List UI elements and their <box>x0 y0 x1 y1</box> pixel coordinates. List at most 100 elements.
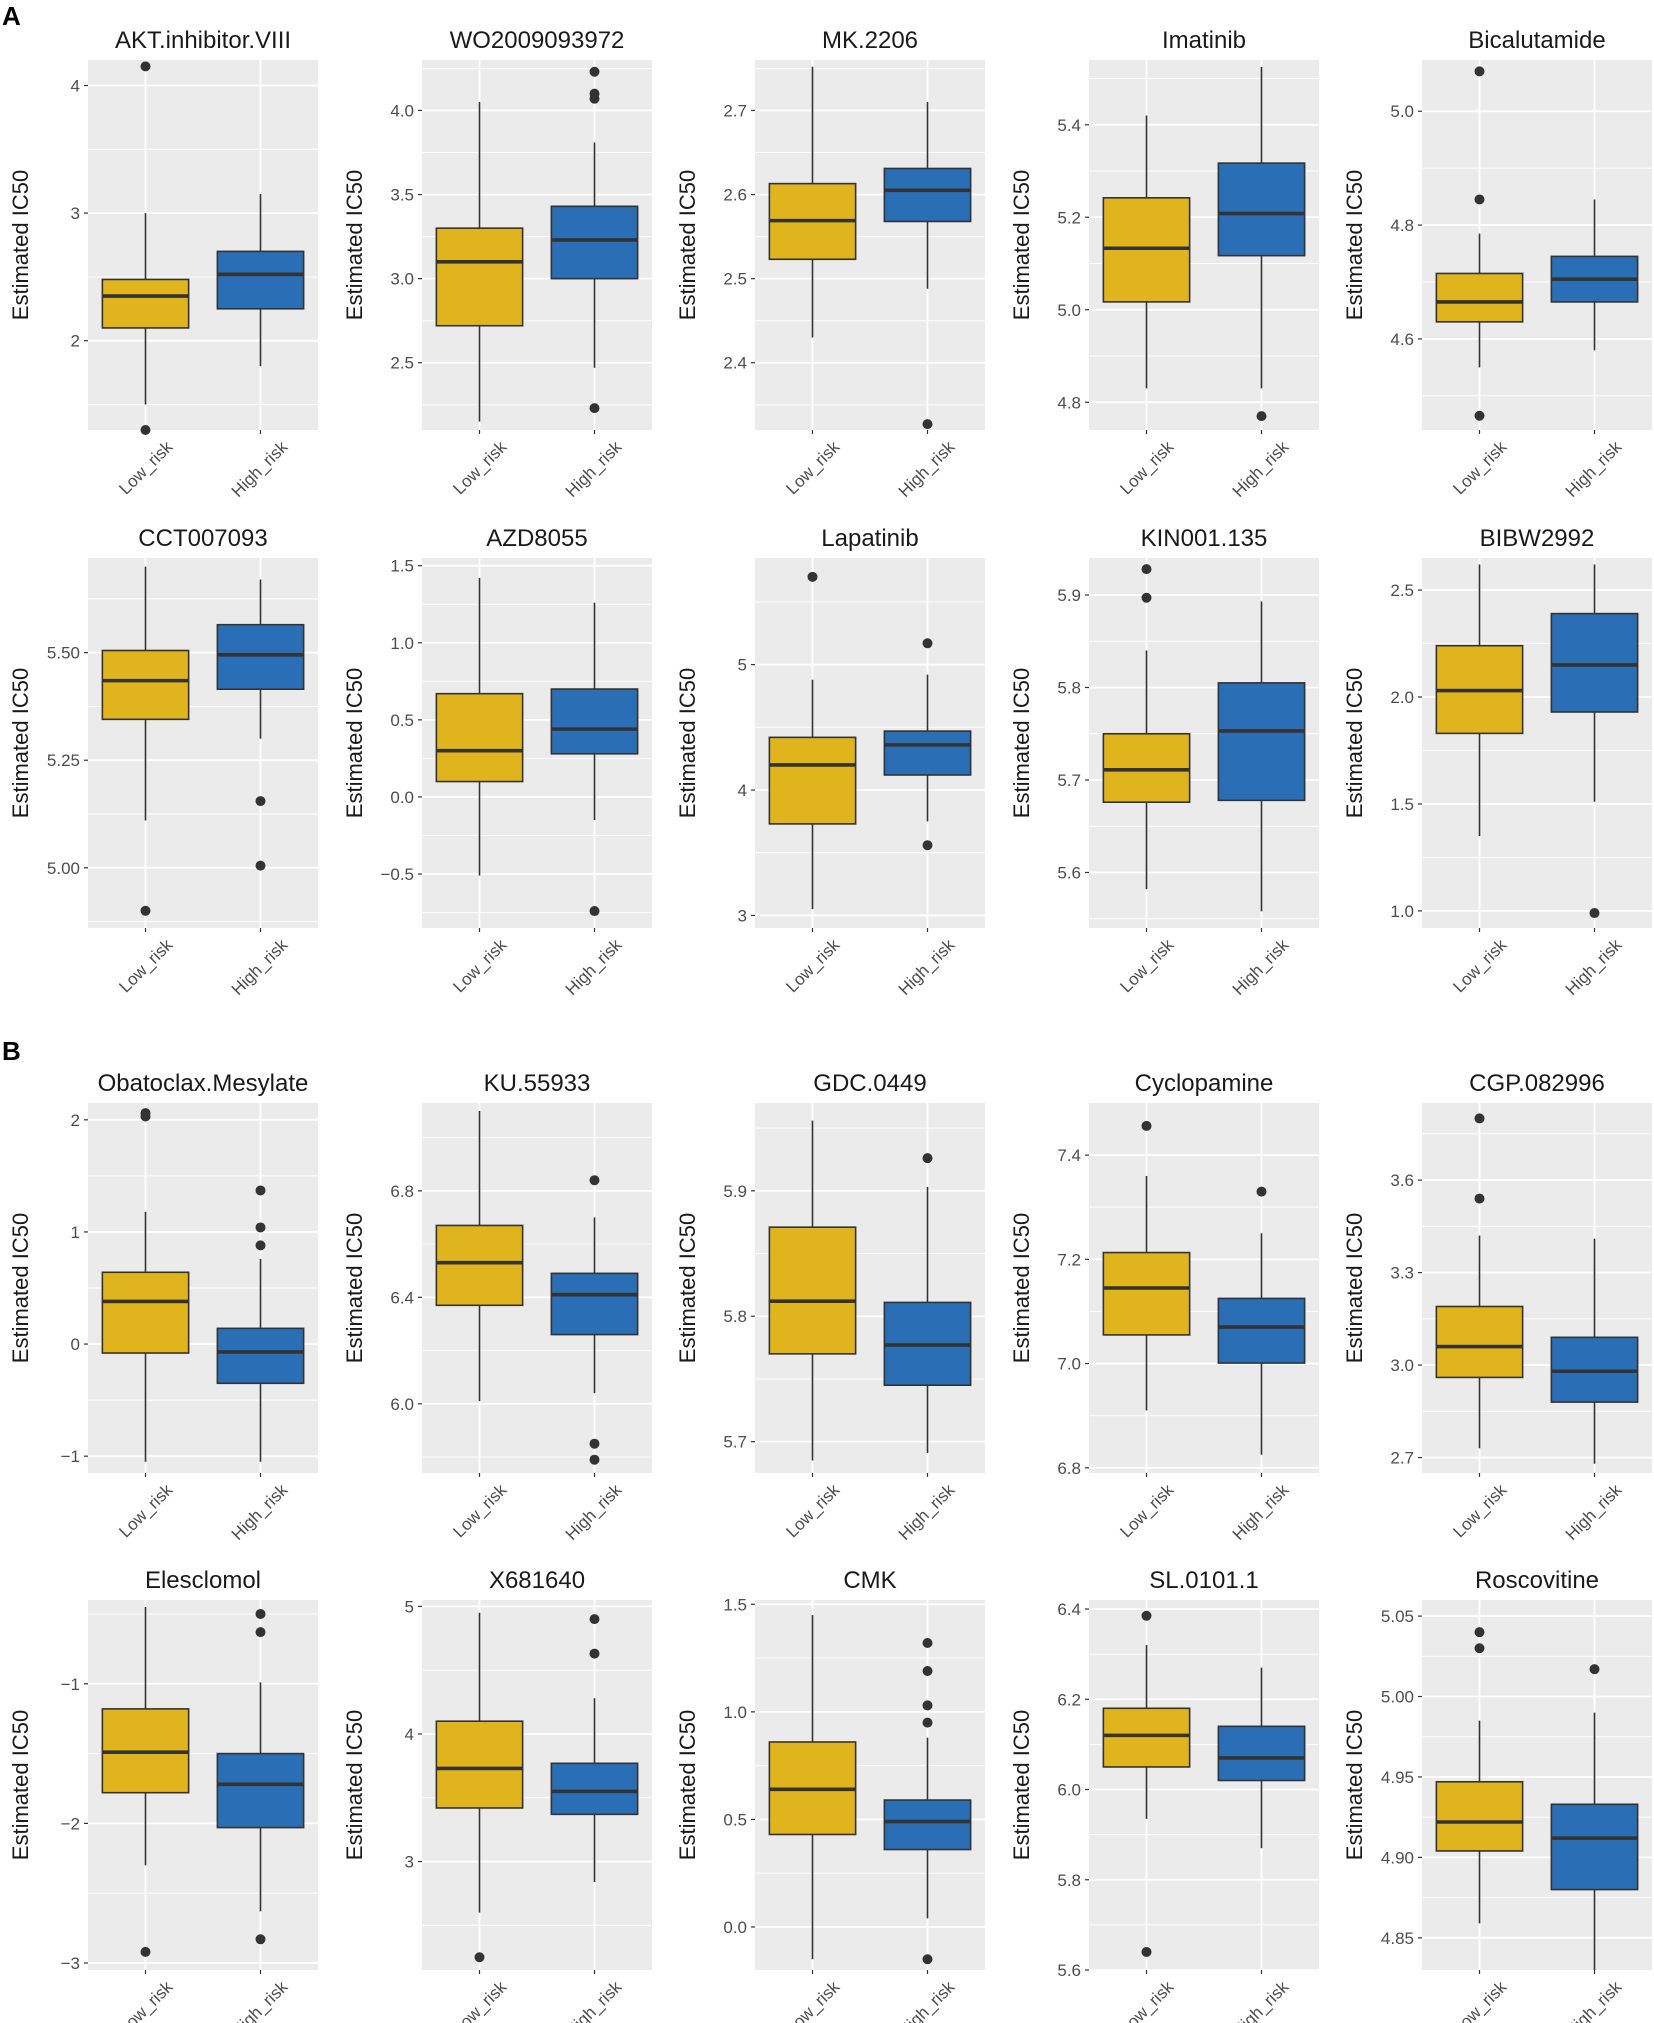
y-tick-label: 2.7 <box>723 101 747 120</box>
y-tick-label: 1.0 <box>723 1703 747 1722</box>
high-risk-box <box>1550 564 1639 919</box>
y-tick-label: 5.00 <box>47 859 80 878</box>
iqr-box <box>883 167 972 223</box>
iqr-box <box>435 1224 524 1307</box>
high-risk-box <box>1217 66 1306 422</box>
y-tick-label: 2 <box>71 332 80 351</box>
y-tick-label: 0.5 <box>723 1810 747 1829</box>
y-tick-label: 1.0 <box>390 634 414 653</box>
outlier-point <box>922 840 933 851</box>
y-axis-label: Estimated IC50 <box>1009 1710 1034 1860</box>
y-axis-label: Estimated IC50 <box>1342 1710 1367 1860</box>
low-risk-box <box>435 1612 524 1963</box>
y-axis-label: Estimated IC50 <box>342 1213 367 1363</box>
iqr-box <box>101 1271 190 1354</box>
y-tick-label: 3.3 <box>1390 1264 1414 1283</box>
y-tick-label: 5.0 <box>1057 301 1081 320</box>
y-tick-label: 5.2 <box>1057 208 1081 227</box>
high-risk-box <box>1217 1186 1306 1455</box>
y-tick-label: 3.0 <box>390 270 414 289</box>
low-risk-box <box>1435 1627 1524 1924</box>
y-tick-label: 5.50 <box>47 644 80 663</box>
iqr-box <box>101 649 190 721</box>
y-tick-label: −3 <box>61 1954 80 1973</box>
iqr-box <box>550 205 639 280</box>
iqr-box <box>216 1752 305 1829</box>
y-tick-label: 7.4 <box>1057 1146 1081 1165</box>
iqr-box <box>1217 682 1306 802</box>
plot-title: GDC.0449 <box>813 1070 926 1097</box>
outlier-point <box>255 1608 266 1619</box>
iqr-box <box>1550 612 1639 713</box>
y-tick-label: 4.85 <box>1381 1929 1414 1948</box>
y-tick-label: 1.0 <box>1390 902 1414 921</box>
outlier-point <box>1589 908 1600 919</box>
outlier-point <box>1256 1186 1267 1197</box>
y-tick-label: 5 <box>738 656 747 675</box>
y-axis-label: Estimated IC50 <box>675 170 700 320</box>
y-tick-label: 1.5 <box>390 557 414 576</box>
outlier-point <box>922 419 933 430</box>
outlier-point <box>140 1946 151 1957</box>
plot-title: AZD8055 <box>486 525 587 552</box>
y-tick-label: 6.8 <box>1057 1459 1081 1478</box>
outlier-point <box>1474 66 1485 77</box>
outlier-point <box>140 61 151 72</box>
y-tick-label: −2 <box>61 1814 80 1833</box>
outlier-point <box>255 1627 266 1638</box>
y-tick-label: −1 <box>61 1447 80 1466</box>
low-risk-box <box>1102 564 1191 890</box>
iqr-box <box>1102 732 1191 803</box>
iqr-box <box>216 250 305 310</box>
outlier-point <box>1589 1664 1600 1675</box>
high-risk-box <box>216 193 305 367</box>
y-tick-label: 5.6 <box>1057 1961 1081 1980</box>
low-risk-box <box>1435 66 1524 421</box>
y-axis-label: Estimated IC50 <box>675 1213 700 1363</box>
outlier-point <box>140 905 151 916</box>
outlier-point <box>1141 564 1152 575</box>
outlier-point <box>807 571 818 582</box>
plot-title: Imatinib <box>1162 27 1246 54</box>
outlier-point <box>255 1240 266 1251</box>
plot-title: Obatoclax.Mesylate <box>98 1070 309 1097</box>
iqr-box <box>101 278 190 329</box>
y-axis-label: Estimated IC50 <box>675 1710 700 1860</box>
y-tick-label: 2.6 <box>723 186 747 205</box>
iqr-box <box>1435 272 1524 323</box>
low-risk-box <box>768 1120 857 1461</box>
y-tick-label: 2.5 <box>390 354 414 373</box>
plot-title: Lapatinib <box>821 525 918 552</box>
iqr-box <box>1217 162 1306 257</box>
outlier-point <box>589 1648 600 1659</box>
y-tick-label: 5.9 <box>723 1182 747 1201</box>
low-risk-box <box>101 566 190 916</box>
outlier-point <box>255 860 266 871</box>
outlier-point <box>1141 1120 1152 1131</box>
high-risk-box <box>550 66 639 414</box>
low-risk-box <box>768 66 857 338</box>
y-tick-label: 4.8 <box>1057 393 1081 412</box>
plot-title: MK.2206 <box>822 27 918 54</box>
y-tick-label: 7.2 <box>1057 1250 1081 1269</box>
y-tick-label: 2.0 <box>1390 688 1414 707</box>
y-tick-label: 6.4 <box>390 1288 414 1307</box>
y-axis-label: Estimated IC50 <box>342 668 367 818</box>
panel-label-b: B <box>2 1036 21 1066</box>
iqr-box <box>435 692 524 783</box>
y-axis-label: Estimated IC50 <box>8 170 33 320</box>
plot-panel <box>1089 1600 1319 1970</box>
iqr-box <box>768 736 857 825</box>
outlier-point <box>589 1175 600 1186</box>
y-tick-label: 6.2 <box>1057 1690 1081 1709</box>
y-tick-label: 6.0 <box>390 1395 414 1414</box>
y-tick-label: 5.7 <box>1057 771 1081 790</box>
y-tick-label: 0 <box>71 1335 80 1354</box>
outlier-point <box>589 403 600 414</box>
y-tick-label: 2.4 <box>723 354 747 373</box>
